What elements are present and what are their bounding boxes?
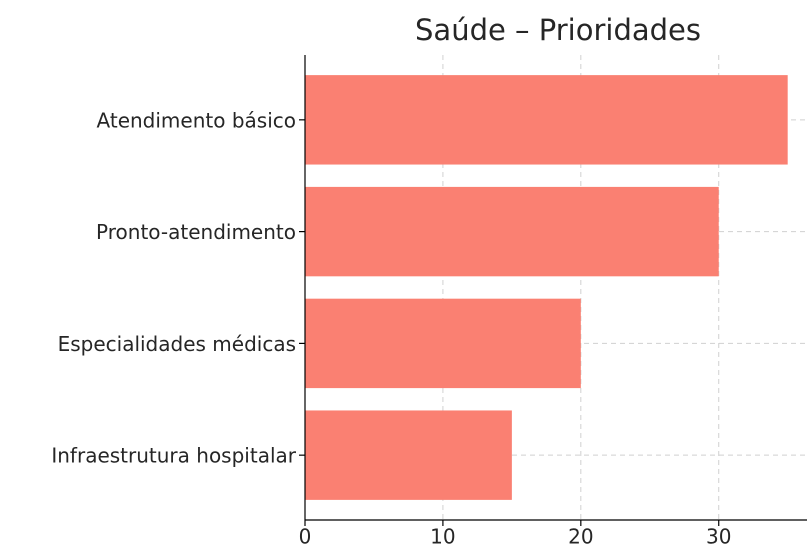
y-tick-label: Especialidades médicas bbox=[58, 332, 296, 356]
chart-title: Saúde – Prioridades bbox=[415, 13, 701, 47]
y-tick-label: Atendimento básico bbox=[97, 108, 296, 132]
y-tick-label: Pronto-atendimento bbox=[96, 220, 296, 244]
x-tick-label: 30 bbox=[706, 525, 731, 547]
x-tick-label: 10 bbox=[430, 525, 455, 547]
bar bbox=[305, 298, 581, 389]
x-tick-label: 0 bbox=[299, 525, 312, 547]
bar bbox=[305, 410, 512, 500]
bar bbox=[305, 75, 788, 165]
x-tick-label: 20 bbox=[568, 525, 593, 547]
bar bbox=[305, 186, 719, 277]
y-tick-label: Infraestrutura hospitalar bbox=[51, 444, 296, 468]
